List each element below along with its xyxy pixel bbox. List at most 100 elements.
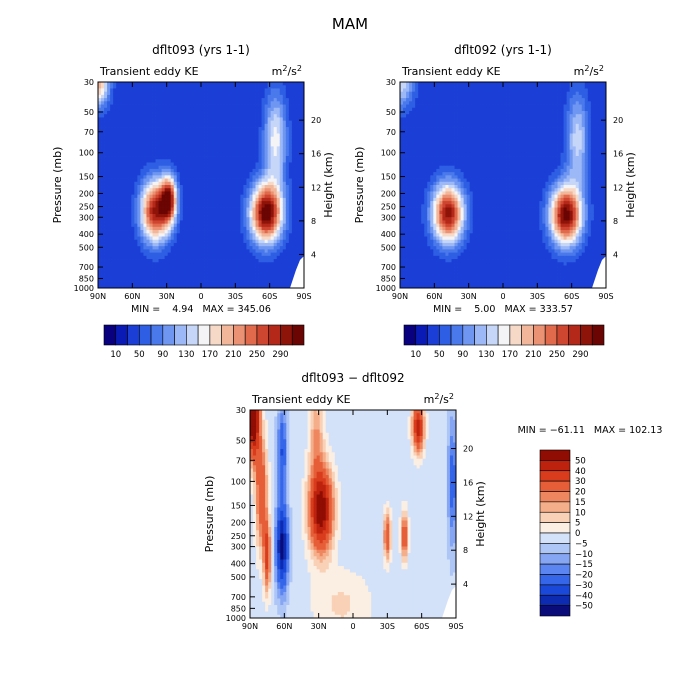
heatmap-cell xyxy=(406,162,410,167)
heatmap-cell xyxy=(119,127,123,131)
heatmap-cell xyxy=(201,246,205,250)
heatmap-cell xyxy=(137,191,141,196)
heatmap-cell xyxy=(164,204,169,208)
heatmap-cell xyxy=(279,281,284,286)
panel-1: dflt093 (yrs 1-1)Transient eddy KE m2/s29… xyxy=(51,43,335,360)
heatmap-cell xyxy=(122,188,126,192)
heatmap-cell xyxy=(110,117,114,122)
heatmap-cell xyxy=(400,120,404,125)
heatmap-cell xyxy=(246,213,250,218)
heatmap-cell xyxy=(210,239,214,244)
heatmap-cell xyxy=(406,271,410,276)
heatmap-cell xyxy=(412,194,416,199)
heatmap-cell xyxy=(207,281,211,286)
heatmap-cell xyxy=(246,143,250,147)
heatmap-cell xyxy=(234,139,238,144)
heatmap-cell xyxy=(134,188,138,192)
heatmap-cell xyxy=(191,252,196,257)
heatmap-cell xyxy=(113,262,117,266)
heatmap-cell xyxy=(258,255,262,260)
heatmap-cell xyxy=(134,104,138,109)
heatmap-cell xyxy=(116,175,120,179)
heatmap-cell xyxy=(225,152,229,157)
heatmap-cell xyxy=(207,236,211,241)
heatmap-cell xyxy=(240,159,244,163)
heatmap-cell xyxy=(412,242,416,247)
heatmap-cell xyxy=(191,107,196,112)
heatmap-cell xyxy=(213,255,217,260)
heatmap-cell xyxy=(216,265,220,270)
heatmap-cell xyxy=(249,201,253,205)
heatmap-cell xyxy=(412,255,416,260)
heatmap-cell xyxy=(409,127,413,131)
heatmap-cell xyxy=(210,191,214,196)
heatmap-cell xyxy=(152,85,156,89)
heatmap-cell xyxy=(201,271,205,276)
heatmap-cell xyxy=(185,246,190,250)
heatmap-cell xyxy=(101,123,105,128)
heatmap-cell xyxy=(219,82,223,86)
heatmap-cell xyxy=(258,165,262,170)
heatmap-cell xyxy=(125,165,129,170)
heatmap-cell xyxy=(252,94,256,99)
heatmap-cell xyxy=(234,104,238,109)
heatmap-cell xyxy=(415,143,419,147)
heatmap-cell xyxy=(264,168,269,173)
heatmap-cell xyxy=(122,143,126,147)
heatmap-cell xyxy=(412,239,416,244)
heatmap-cell xyxy=(225,110,229,115)
heatmap-cell xyxy=(155,91,159,96)
heatmap-cell xyxy=(406,159,410,163)
heatmap-cell xyxy=(149,162,153,167)
heatmap-cell xyxy=(240,185,244,189)
heatmap-cell xyxy=(122,284,126,289)
heatmap-cell xyxy=(219,213,223,218)
heatmap-cell xyxy=(125,85,129,89)
heatmap-cell xyxy=(409,88,413,93)
heatmap-cell xyxy=(300,181,305,186)
heatmap-cell xyxy=(158,133,163,138)
heatmap-cell xyxy=(231,178,235,183)
heatmap-cell xyxy=(161,178,166,183)
heatmap-cell xyxy=(412,165,416,170)
heatmap-cell xyxy=(288,143,293,147)
heatmap-cell xyxy=(234,284,238,289)
heatmap-cell xyxy=(409,259,413,263)
heatmap-cell xyxy=(406,201,410,205)
heatmap-cell xyxy=(285,143,290,147)
heatmap-cell xyxy=(231,159,235,163)
heatmap-cell xyxy=(219,130,223,134)
heatmap-cell xyxy=(176,268,181,273)
heatmap-cell xyxy=(228,242,232,247)
heatmap-cell xyxy=(185,156,190,160)
heatmap-cell xyxy=(406,178,410,183)
x-tick-label: 30N xyxy=(159,292,175,301)
heatmap-cell xyxy=(152,165,156,170)
heatmap-cell xyxy=(225,175,229,179)
heatmap-cell xyxy=(149,278,153,282)
heatmap-cell xyxy=(418,284,422,289)
heatmap-cell xyxy=(149,194,153,199)
heatmap-cell xyxy=(173,143,178,147)
heatmap-cell xyxy=(285,185,290,189)
heatmap-cell xyxy=(225,104,229,109)
heatmap-cell xyxy=(137,194,141,199)
heatmap-cell xyxy=(294,94,299,99)
heatmap-cell xyxy=(246,281,250,286)
heatmap-cell xyxy=(158,168,163,173)
heatmap-cell xyxy=(418,178,422,183)
heatmap-cell xyxy=(204,230,208,234)
heatmap-cell xyxy=(294,107,299,112)
heatmap-cell xyxy=(267,159,272,163)
heatmap-cell xyxy=(116,252,120,257)
heatmap-cell xyxy=(167,149,172,154)
heatmap-cell xyxy=(113,201,117,205)
heatmap-cell xyxy=(270,82,275,86)
heatmap-cell xyxy=(152,139,156,144)
heatmap-cell xyxy=(128,172,132,176)
heatmap-cell xyxy=(146,159,150,163)
heatmap-cell xyxy=(406,207,410,212)
heatmap-cell xyxy=(119,114,123,118)
heatmap-cell xyxy=(279,123,284,128)
y-tick-label: 200 xyxy=(79,189,94,198)
